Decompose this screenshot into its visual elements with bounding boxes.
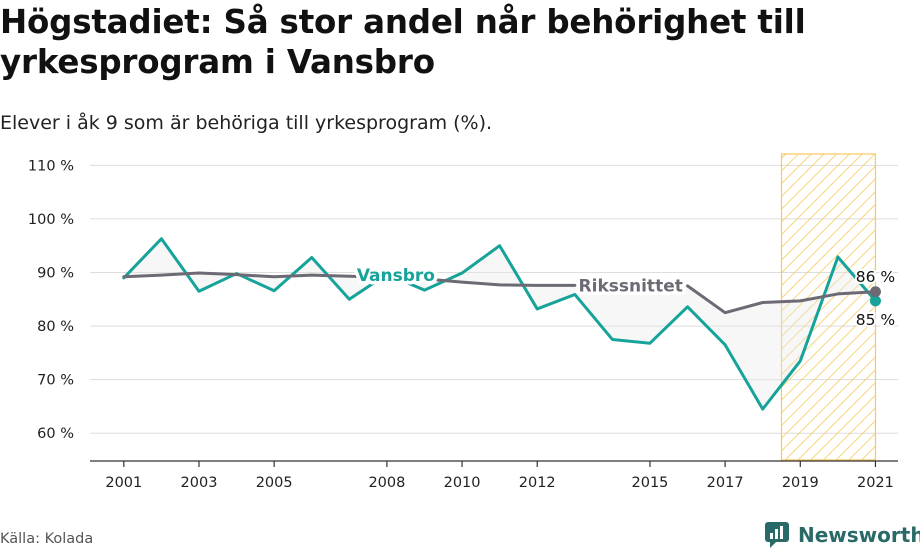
y-tick-label: 100 % <box>28 212 74 228</box>
label-layer: Vansbro Rikssnittet 86 % 85 % <box>353 263 897 331</box>
end-label-rikssnittet: 86 % <box>856 268 895 286</box>
grid-layer <box>90 164 898 434</box>
y-tick-label: 110 % <box>28 158 74 174</box>
x-tick-label: 2019 <box>782 475 819 491</box>
highlight-band <box>780 153 877 461</box>
brand-name: Newsworthy <box>798 523 920 547</box>
x-tick-label: 2015 <box>632 475 669 491</box>
series-layer <box>122 237 881 411</box>
x-tick-label: 2012 <box>519 475 556 491</box>
series-end-point <box>869 295 881 307</box>
chart-title: Högstadiet: Så stor andel når behörighet… <box>0 3 806 81</box>
newsworthy-logo-icon <box>765 522 789 548</box>
x-tick-label: 2003 <box>181 475 218 491</box>
series-line-rikssnittet <box>122 271 577 287</box>
series-label-vansbro: Vansbro <box>357 266 435 286</box>
x-tick-label: 2008 <box>368 475 405 491</box>
x-tick-label: 2005 <box>256 475 293 491</box>
y-tick-label: 90 % <box>37 266 74 282</box>
gap-fill-layer <box>123 238 876 410</box>
line-chart: 60 % 70 % 80 % 90 % 100 % 110 % 2001 2003 2005 20… <box>28 153 898 491</box>
series-end-point <box>869 286 881 298</box>
gap-fill-area <box>123 238 876 410</box>
series-label-rikssnittet: Rikssnittet <box>579 276 683 296</box>
x-tick-label: 2017 <box>707 475 744 491</box>
y-tick-label: 60 % <box>37 426 74 442</box>
newsworthy-brand[interactable]: Newsworthy <box>764 520 920 550</box>
series-line-rikssnittet <box>686 284 877 315</box>
axis-layer: 60 % 70 % 80 % 90 % 100 % 110 % 2001 2003 2005 20… <box>28 158 898 491</box>
source-note: Källa: Kolada <box>0 531 94 547</box>
chart-subtitle: Elever i åk 9 som är behöriga till yrkes… <box>0 112 493 134</box>
end-label-vansbro: 85 % <box>856 311 895 329</box>
series-line-vansbro <box>122 237 877 411</box>
x-tick-label: 2010 <box>444 475 481 491</box>
x-tick-label: 2021 <box>857 475 894 491</box>
y-tick-label: 70 % <box>37 373 74 389</box>
highlight-layer <box>780 153 877 461</box>
x-tick-label: 2001 <box>105 475 142 491</box>
y-tick-label: 80 % <box>37 319 74 335</box>
